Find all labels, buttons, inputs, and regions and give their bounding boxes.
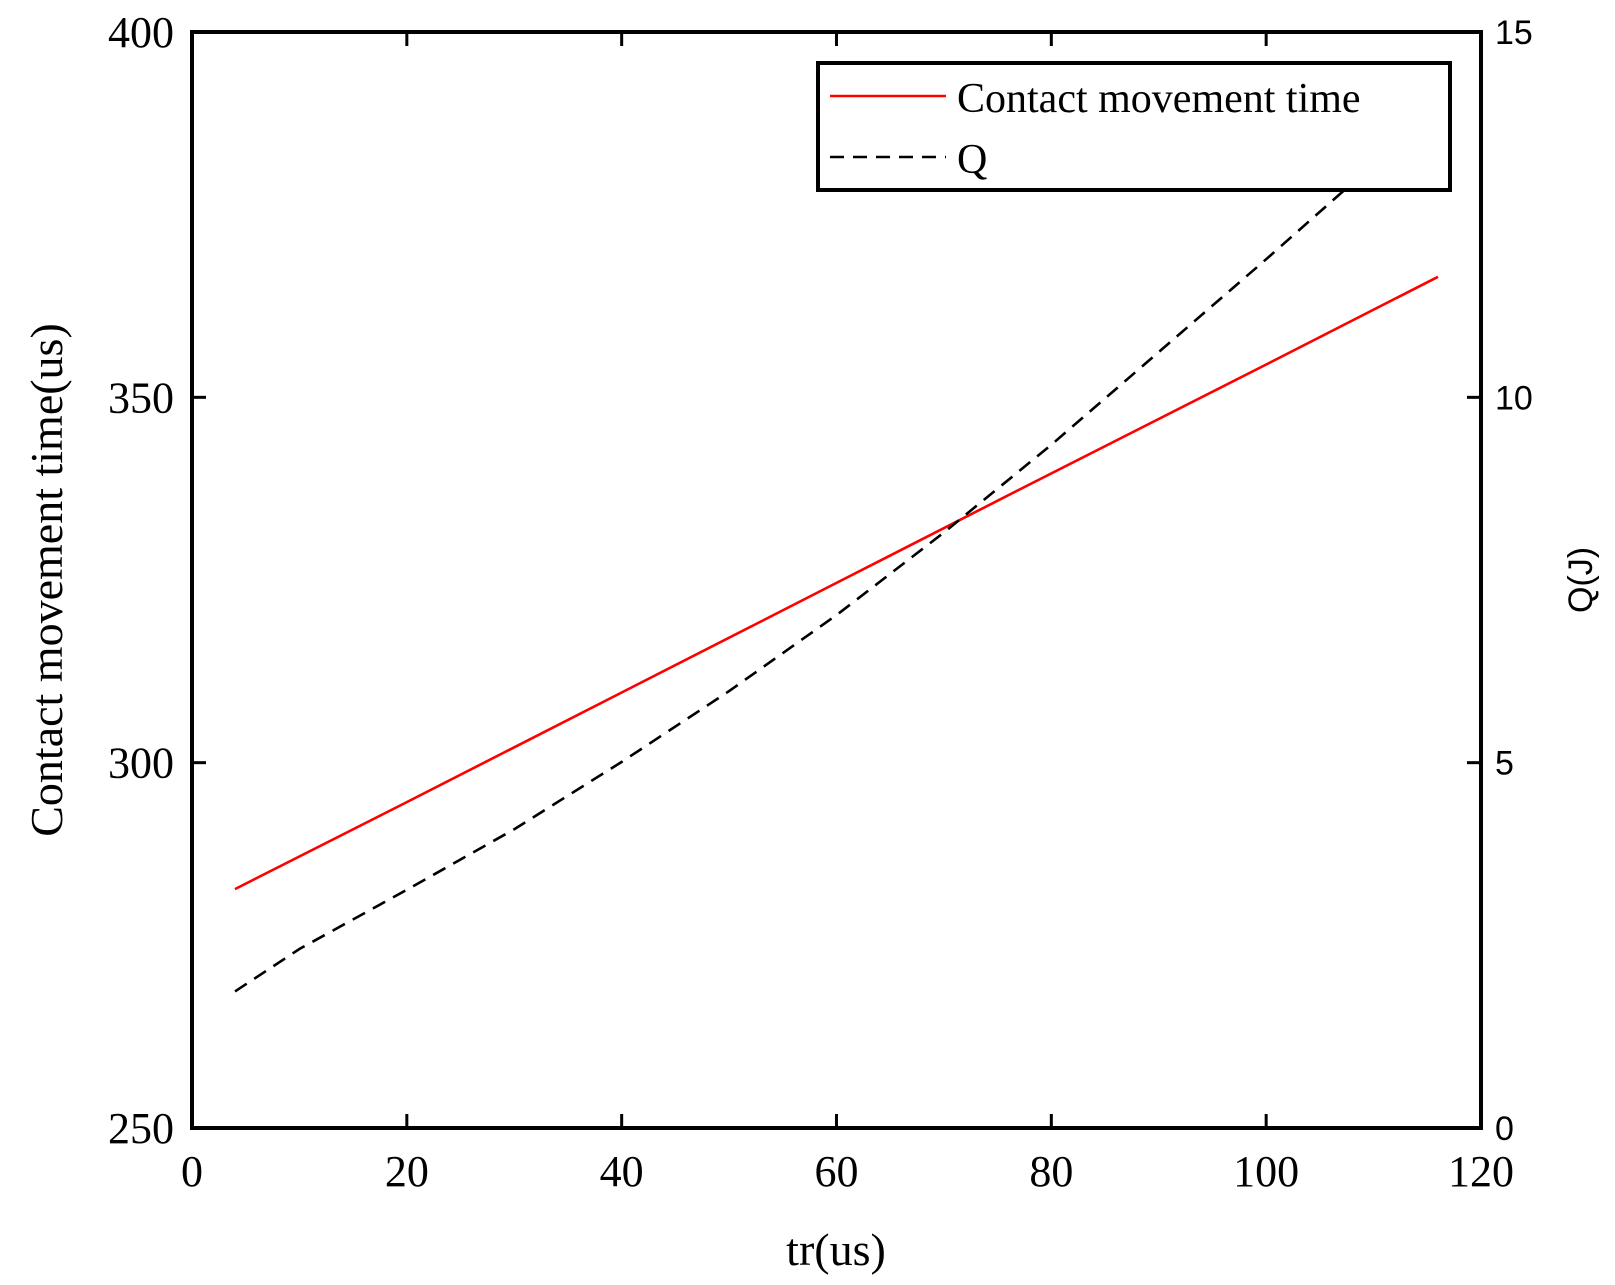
x-tick-label: 80 bbox=[1029, 1147, 1073, 1196]
x-tick-label: 40 bbox=[600, 1147, 644, 1196]
y-axis-right-label: Q(J) bbox=[1562, 547, 1600, 613]
x-tick-label: 120 bbox=[1448, 1147, 1514, 1196]
y-right-tick-label: 15 bbox=[1495, 14, 1533, 52]
x-tick-label: 100 bbox=[1233, 1147, 1299, 1196]
y-right-tick-label: 10 bbox=[1495, 379, 1533, 417]
x-tick-label: 20 bbox=[385, 1147, 429, 1196]
y-right-tick-label: 0 bbox=[1495, 1110, 1514, 1148]
tick-layer: 0 20 40 60 80 100 120 250 300 350 400 0 5 10 15 bbox=[108, 8, 1533, 1196]
legend-box bbox=[816, 61, 1452, 192]
x-axis-label: tr(us) bbox=[786, 1224, 886, 1275]
y-left-tick-label: 250 bbox=[108, 1104, 174, 1153]
y-left-tick-label: 300 bbox=[108, 739, 174, 788]
legend-label-contact: Contact movement time bbox=[957, 76, 1361, 122]
legend-label-q: Q bbox=[957, 137, 987, 183]
x-tick-label: 60 bbox=[815, 1147, 859, 1196]
y-left-tick-label: 400 bbox=[108, 8, 174, 57]
x-tick-label: 0 bbox=[181, 1147, 203, 1196]
y-right-tick-label: 5 bbox=[1495, 745, 1514, 783]
series-layer bbox=[234, 113, 1439, 993]
y-left-tick-label: 350 bbox=[108, 373, 174, 422]
plot-area bbox=[192, 32, 1481, 1128]
series-line-contact-movement-time bbox=[234, 275, 1439, 891]
y-axis-left-label: Contact movement time(us) bbox=[21, 323, 72, 837]
legend: Contact movement time Q bbox=[816, 61, 1452, 192]
series-line-q bbox=[234, 113, 1439, 993]
